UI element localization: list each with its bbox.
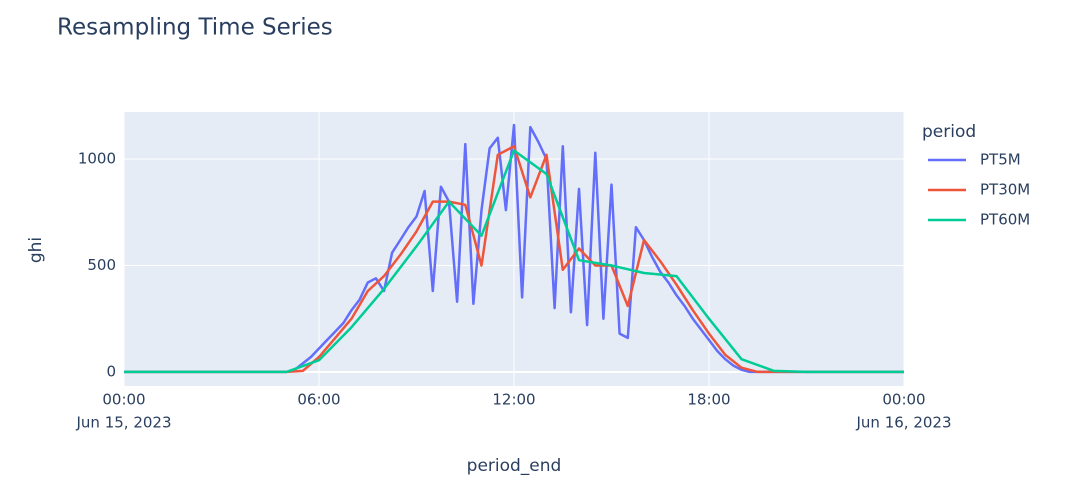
series-line	[124, 145, 904, 374]
series-line	[124, 123, 904, 374]
legend-label: PT60M	[980, 211, 1030, 229]
legend-label: PT5M	[980, 151, 1021, 169]
y-axis-title: ghi	[26, 237, 46, 263]
x-axis-title: period_end	[467, 456, 562, 476]
x-tick-label: 18:00	[687, 391, 730, 409]
legend-title: period	[922, 122, 976, 142]
y-tick-label: 500	[87, 256, 116, 274]
series-line	[124, 149, 904, 374]
chart-title: Resampling Time Series	[57, 15, 333, 41]
y-tick-label: 1000	[78, 150, 116, 168]
x-tick-label: 00:00	[102, 391, 145, 409]
x-tick-label: 00:00	[882, 391, 925, 409]
x-tick-label: Jun 16, 2023	[855, 414, 951, 432]
x-tick-label: 12:00	[492, 391, 535, 409]
legend-label: PT30M	[980, 181, 1030, 199]
y-tick-label: 0	[106, 362, 116, 380]
x-tick-label: 06:00	[297, 391, 340, 409]
x-tick-label: Jun 15, 2023	[75, 414, 171, 432]
lines	[124, 123, 904, 374]
